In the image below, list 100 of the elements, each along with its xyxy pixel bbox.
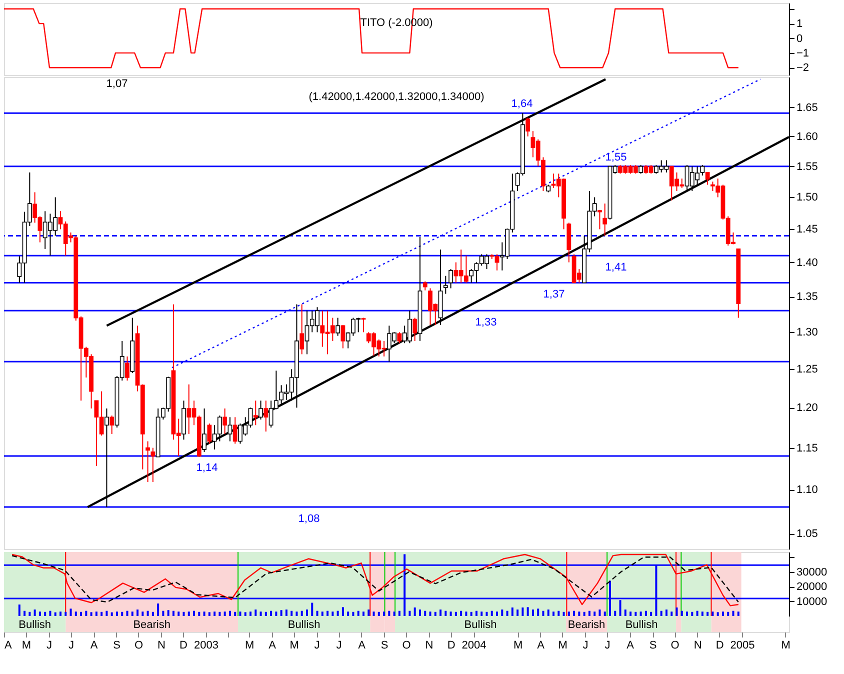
candlestick	[228, 416, 232, 442]
x-tick-label: A	[626, 640, 635, 652]
bar	[214, 612, 216, 616]
bar	[414, 607, 416, 616]
bar	[562, 612, 565, 616]
bar	[131, 612, 134, 616]
x-tick-label: M	[781, 640, 790, 652]
bar	[568, 612, 570, 616]
x-tick-label: D	[716, 640, 724, 652]
bar	[480, 612, 483, 616]
bar	[352, 612, 354, 616]
candlestick	[146, 440, 150, 483]
bar	[38, 612, 41, 616]
bar	[280, 610, 282, 616]
bar	[640, 612, 642, 616]
x-tick-label: 2005	[730, 640, 755, 652]
bar	[49, 610, 52, 616]
bar	[198, 612, 200, 616]
bar	[737, 612, 740, 616]
bar	[490, 610, 493, 616]
x-tick-label: N	[158, 640, 166, 652]
band-label: Bullish	[464, 619, 497, 631]
x-tick-label: 2004	[462, 640, 486, 652]
x-tick-label: 2003	[194, 640, 218, 652]
y-tick-label: 1.05	[796, 528, 818, 540]
bar	[372, 612, 375, 616]
bar	[178, 612, 180, 616]
ref-line-label: 1,55	[605, 151, 627, 164]
bar	[306, 610, 308, 616]
bar	[537, 608, 540, 616]
y-tick-label: −2	[796, 62, 810, 74]
x-tick-label: M	[558, 640, 568, 652]
candlestick	[336, 317, 340, 336]
bar	[630, 612, 632, 616]
candlestick	[705, 172, 710, 186]
bar	[321, 612, 324, 616]
bar	[465, 612, 468, 616]
candlestick	[300, 304, 304, 355]
bar	[486, 612, 488, 616]
y-tick-label: 1.10	[796, 484, 818, 496]
bar	[188, 612, 190, 616]
x-tick-label: N	[694, 640, 702, 652]
y-tick-label: 1.25	[796, 364, 818, 376]
bar	[496, 612, 498, 616]
x-tick-label: J	[46, 640, 52, 652]
bar	[680, 610, 683, 616]
bar	[152, 612, 154, 616]
candlestick	[222, 408, 228, 434]
bar	[732, 610, 734, 616]
bar	[362, 612, 364, 616]
x-tick-label: J	[582, 640, 588, 652]
annotation: 1,07	[106, 78, 128, 90]
bar	[583, 612, 586, 616]
x-tick-label: J	[68, 640, 74, 652]
bar	[74, 612, 77, 616]
line-series	[4, 8, 739, 68]
bar	[450, 612, 452, 616]
bar	[28, 612, 31, 616]
ref-line-label: 1,64	[511, 98, 533, 110]
bar	[54, 612, 56, 616]
candlestick	[340, 324, 346, 349]
candlestick	[397, 332, 402, 344]
bar	[691, 612, 694, 616]
y-tick-label: 1.35	[796, 291, 818, 304]
candlestick	[264, 400, 268, 432]
x-tick-label: O	[134, 640, 144, 652]
bar	[644, 610, 647, 616]
candlestick	[202, 408, 206, 452]
bar	[106, 610, 108, 616]
bar	[208, 612, 210, 616]
bar	[604, 612, 606, 616]
ref-line-label: 1,33	[475, 316, 497, 329]
bar	[440, 610, 442, 616]
x-tick-label: M	[244, 640, 254, 652]
bar	[454, 612, 457, 616]
bar	[598, 610, 601, 616]
x-tick-label: O	[402, 640, 412, 652]
bar	[34, 610, 36, 616]
candlestick	[598, 209, 602, 230]
bar	[260, 612, 262, 616]
x-tick-label: N	[425, 640, 434, 652]
bar	[80, 612, 82, 616]
y-tick-label: 1.45	[796, 224, 818, 236]
bar	[218, 612, 221, 616]
bar	[44, 612, 46, 616]
candlestick	[602, 203, 608, 236]
bar	[516, 610, 519, 616]
band-label: Bullish	[18, 619, 52, 631]
bar	[116, 612, 118, 616]
bar	[522, 607, 524, 616]
y-tick-label: 1.60	[796, 130, 818, 143]
bar	[460, 610, 462, 616]
bar	[285, 610, 288, 616]
ref-line-label: 1,08	[298, 513, 320, 526]
band-label: Bullish	[625, 619, 658, 631]
bar	[172, 610, 174, 616]
candlestick	[258, 400, 263, 420]
bar	[121, 612, 124, 616]
bar	[126, 610, 128, 616]
bar	[722, 612, 724, 616]
